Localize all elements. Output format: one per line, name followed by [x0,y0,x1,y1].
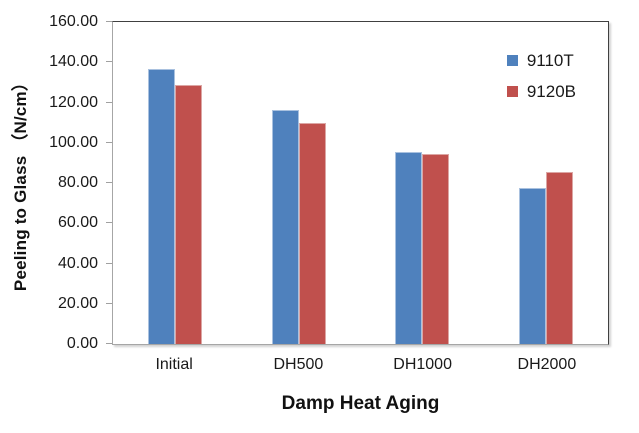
legend-item-9120B: 9120B [506,82,576,101]
y-tick-label: 60.00 [57,214,98,232]
bar-9120B-initial [174,85,202,344]
legend-label: 9120B [526,82,576,101]
bar-9120B-dh500 [298,122,326,344]
y-tick-label: 100.00 [49,133,98,151]
x-tick-label: DH2000 [517,356,577,373]
y-axis-title: Peeling to Glass （N/cm） [11,73,31,291]
bar-9120B-dh1000 [422,153,450,344]
legend-label: 9110T [526,51,574,70]
y-tick-mark [106,141,112,143]
bar-9110T-initial [147,69,175,344]
bar-group-dh1000 [361,22,485,344]
y-tick-mark [106,61,112,63]
y-tick-label: 80.00 [57,174,98,191]
y-tick-label: 160.00 [49,13,98,30]
x-axis-labels: Initial DH500 DH1000 DH2000 [112,356,609,374]
x-tick-label: DH1000 [393,356,452,373]
y-tick-mark [106,101,112,103]
bar-group-initial [113,22,237,344]
plot-area: 9110T 9120B 0.00 20.00 40.00 60.00 80.00 100.0… [49,14,609,352]
y-tick-label: 140.00 [49,53,98,71]
bar-9110T-dh2000 [519,188,547,344]
y-tick-mark [106,222,112,224]
legend-swatch-icon [506,86,518,97]
y-tick-label: 0.00 [66,335,98,352]
legend-item-9110T: 9110T [506,51,576,70]
x-tick-label: DH500 [273,356,324,373]
bar-9110T-dh1000 [395,151,423,344]
x-axis-title: Damp Heat Aging [281,393,440,414]
y-tick-mark [106,21,112,22]
y-tick-mark [106,182,112,183]
bar-group-dh2000 [484,22,608,344]
x-tick-label: Initial [155,356,193,373]
legend: 9110T 9120B [506,51,576,101]
y-tick-mark [106,343,112,344]
bar-9120B-dh2000 [546,171,574,344]
y-tick-label: 20.00 [57,294,98,312]
bar-9110T-dh500 [271,109,299,344]
y-tick-label: 120.00 [49,93,98,111]
bar-group-dh500 [237,22,361,344]
y-tick-label: 40.00 [57,254,98,272]
bars-layer [113,22,608,344]
y-axis-title-wrap: Peeling to Glass （N/cm） [2,21,36,343]
legend-swatch-icon [506,55,518,66]
y-tick-mark [106,262,112,264]
y-tick-mark [106,302,112,304]
